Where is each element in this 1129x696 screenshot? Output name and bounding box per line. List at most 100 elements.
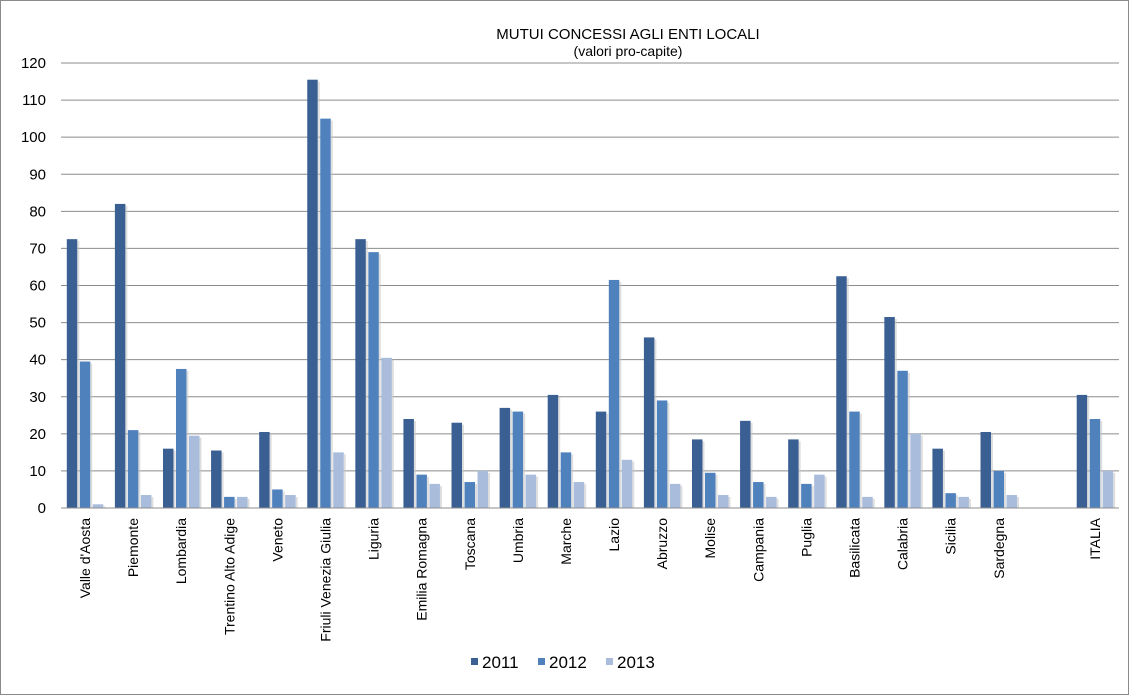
bar-shadow	[894, 319, 897, 508]
bar-shadow	[90, 363, 93, 508]
bar	[162, 448, 174, 508]
bar	[140, 495, 152, 508]
bar	[224, 496, 235, 509]
bar	[993, 470, 1005, 508]
legend-swatch	[471, 658, 478, 665]
bar-shadow	[1113, 472, 1116, 508]
x-tick-label: Calabria	[895, 518, 911, 570]
legend-swatch	[606, 658, 613, 665]
bar-shadow	[728, 497, 731, 508]
y-tick-label: 60	[29, 278, 46, 295]
bar	[175, 368, 187, 508]
bar-shadow	[365, 241, 368, 508]
bar	[259, 431, 270, 508]
bar-shadow	[811, 485, 814, 508]
bar-shadow	[488, 472, 491, 508]
bar-shadow	[523, 413, 526, 508]
bar	[211, 450, 222, 508]
x-tick-label: Basilicata	[847, 518, 863, 578]
bar	[477, 470, 489, 508]
x-tick-label: Lombardia	[173, 518, 189, 584]
bar-shadow	[619, 281, 622, 508]
bar	[560, 452, 572, 509]
x-tick-label: Friuli Venezia Giulia	[318, 518, 334, 642]
bar-shadow	[426, 476, 429, 509]
bar	[79, 361, 91, 508]
bar	[980, 431, 992, 508]
bar	[464, 482, 476, 508]
bar	[499, 407, 511, 509]
bar	[595, 411, 607, 508]
bar	[285, 495, 296, 508]
x-tick-label: Sicilia	[943, 518, 959, 555]
bar	[355, 239, 366, 508]
bar-shadow	[199, 437, 202, 508]
bar	[512, 411, 524, 508]
bar	[127, 430, 139, 509]
y-tick-label: 80	[29, 203, 46, 220]
legend-label: 2013	[617, 653, 655, 672]
x-tick-label: Puglia	[798, 518, 814, 557]
bar	[691, 439, 703, 508]
bar-shadow	[750, 422, 753, 508]
bars	[66, 79, 1116, 509]
bar	[573, 482, 585, 508]
bar	[1089, 419, 1101, 508]
bar	[643, 337, 655, 508]
bar	[669, 483, 681, 508]
x-tick-label: Umbria	[510, 518, 526, 563]
bar-shadow	[269, 433, 272, 508]
x-tick-label: Valle d'Aosta	[77, 518, 93, 598]
x-tick-label: Molise	[702, 518, 718, 559]
bar	[945, 493, 956, 508]
bar-shadow	[1100, 421, 1103, 508]
bar-shadow	[475, 484, 478, 508]
y-tick-label: 110	[22, 92, 46, 109]
bar	[237, 496, 248, 509]
bar	[1102, 470, 1114, 508]
bar-shadow	[991, 433, 994, 508]
bar	[836, 276, 847, 508]
bar-shadow	[859, 413, 862, 508]
bar-shadow	[77, 241, 80, 508]
bar	[272, 489, 283, 508]
x-tick-label: Abruzzo	[654, 518, 670, 570]
bar-shadow	[702, 441, 705, 508]
bar	[801, 483, 812, 508]
bar	[656, 400, 668, 508]
bar	[932, 448, 943, 508]
bar	[368, 252, 379, 508]
bar-shadow	[536, 476, 539, 509]
bar-shadow	[920, 435, 923, 508]
y-tick-label: 40	[29, 352, 46, 369]
bar	[849, 411, 860, 508]
bar	[814, 474, 825, 509]
y-axis-ticks: 0 10 20 30 40 50 60 70 80 90 100 110 120	[21, 55, 46, 517]
bar-shadow	[1004, 472, 1007, 508]
bar-shadow	[667, 402, 670, 508]
bar	[766, 496, 777, 509]
legend: 2011 2012 2013	[471, 653, 655, 672]
bar-shadow	[103, 506, 106, 508]
x-tick-label: Piemonte	[125, 518, 141, 577]
y-tick-label: 120	[21, 55, 46, 72]
bar	[416, 474, 427, 509]
x-tick-label: Lazio	[606, 518, 622, 552]
bar-shadow	[378, 254, 381, 508]
bar	[884, 317, 895, 508]
x-tick-label: Sardegna	[991, 518, 1007, 579]
bar	[753, 482, 764, 508]
bar-shadow	[968, 498, 971, 509]
bar-shadow	[798, 441, 801, 508]
y-tick-label: 100	[21, 129, 46, 146]
x-tick-label: Campania	[750, 518, 766, 582]
bar	[92, 504, 104, 508]
bar	[704, 472, 716, 508]
bar-shadow	[715, 474, 718, 508]
bar	[958, 496, 969, 509]
bar	[897, 370, 908, 508]
bar	[525, 474, 537, 509]
x-tick-label: Liguria	[366, 518, 382, 560]
bar-shadow	[763, 484, 766, 508]
